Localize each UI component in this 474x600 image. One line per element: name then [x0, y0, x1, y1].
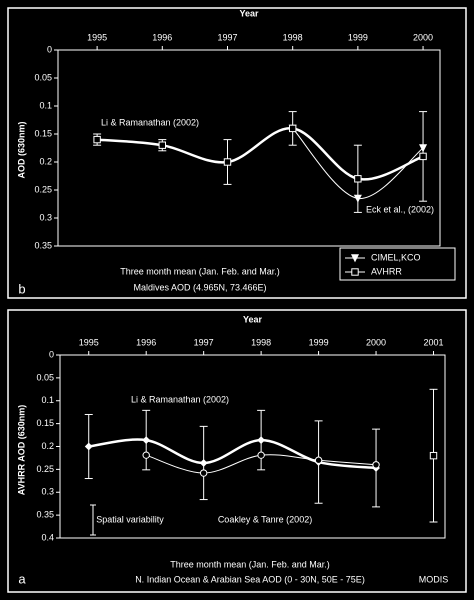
legend-label: AVHRR	[371, 266, 402, 276]
y-tick-label: 0.15	[34, 128, 52, 138]
x-tick-label: 1998	[283, 32, 303, 42]
y-tick-label: 0.25	[36, 464, 54, 474]
annotation: Spatial variability	[96, 514, 164, 524]
annotation: Li & Ramanathan (2002)	[101, 117, 199, 127]
marker	[314, 456, 323, 464]
plot-frame	[59, 354, 446, 539]
x-tick-label: 1995	[87, 32, 107, 42]
y-tick-label: 0.1	[41, 395, 54, 405]
panel-frame	[7, 7, 467, 299]
marker	[350, 254, 360, 263]
x-axis-label: Year	[239, 8, 259, 18]
chart-subtitle: Three month mean (Jan. Feb. and Mar.)	[170, 559, 330, 569]
x-tick-label: 1996	[136, 337, 156, 347]
marker	[199, 459, 208, 467]
series-line	[97, 127, 424, 181]
x-axis-label: Year	[243, 314, 263, 324]
annotation: Li & Ramanathan (2002)	[131, 394, 229, 404]
series-line	[88, 438, 377, 470]
y-axis-label: AOD (630nm)	[16, 121, 26, 178]
marker	[372, 461, 380, 469]
x-tick-label: 2000	[413, 32, 433, 42]
plot-frame	[57, 49, 441, 247]
legend-box	[339, 247, 456, 281]
flipped-figure: a N. Indian Ocean & Arabian Sea AOD (0 - …	[7, 7, 467, 593]
legend-label: CIMEL,KCO	[371, 252, 421, 262]
chart-title: N. Indian Ocean & Arabian Sea AOD (0 - 3…	[135, 574, 365, 584]
chart-subtitle: Three month mean (Jan. Feb. and Mar.)	[120, 266, 280, 276]
panel-label: b	[18, 281, 25, 296]
y-tick-label: 0.3	[39, 212, 52, 222]
panel-frame	[7, 309, 467, 593]
x-tick-label: 1997	[217, 32, 237, 42]
x-tick-label: 1999	[309, 337, 329, 347]
marker	[351, 268, 359, 276]
panel-label: a	[18, 571, 26, 586]
x-tick-label: 1996	[152, 32, 172, 42]
y-tick-label: 0	[49, 349, 54, 359]
marker	[158, 141, 167, 149]
y-tick-label: 0.2	[39, 156, 52, 166]
marker	[142, 451, 150, 459]
x-tick-label: 1997	[194, 337, 214, 347]
y-tick-label: 0.35	[36, 510, 54, 520]
marker	[257, 451, 265, 459]
marker	[257, 436, 266, 445]
marker	[288, 124, 297, 133]
y-tick-label: 0.3	[41, 487, 54, 497]
marker	[142, 436, 151, 445]
marker	[429, 451, 438, 460]
y-tick-label: 0.4	[41, 532, 54, 542]
marker	[84, 442, 93, 451]
chart-panel: a N. Indian Ocean & Arabian Sea AOD (0 - …	[7, 309, 467, 593]
y-axis-label: AVHRR AOD (630nm)	[16, 405, 26, 496]
y-tick-label: 0.1	[39, 100, 52, 110]
chart-title: Maldives AOD (4.965N, 73.466E)	[133, 282, 266, 292]
y-tick-label: 0.2	[41, 441, 54, 451]
y-tick-label: 0.05	[36, 372, 54, 382]
annotation: Coakley & Tanre (2002)	[218, 514, 312, 524]
x-tick-label: 1995	[79, 337, 99, 347]
y-tick-label: 0	[47, 44, 52, 54]
x-tick-label: 1999	[348, 32, 368, 42]
series-label: MODIS	[419, 574, 449, 584]
y-tick-label: 0.35	[34, 240, 52, 250]
chart-panel: b Maldives AOD (4.965N, 73.466E) Three mon…	[7, 7, 467, 299]
x-tick-label: 1998	[251, 337, 271, 347]
marker	[354, 175, 362, 183]
y-tick-label: 0.15	[36, 418, 54, 428]
marker	[223, 158, 232, 166]
y-tick-label: 0.05	[34, 72, 52, 82]
x-tick-label: 2000	[366, 337, 386, 347]
marker	[93, 135, 101, 144]
marker	[419, 152, 427, 161]
y-tick-label: 0.25	[34, 184, 52, 194]
annotation: Eck et al., (2002)	[366, 204, 434, 214]
x-tick-label: 2001	[423, 337, 443, 347]
marker	[199, 469, 208, 477]
